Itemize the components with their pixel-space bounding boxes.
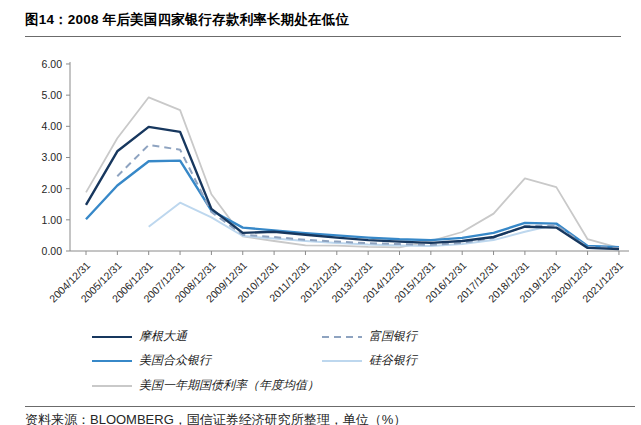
legend-label-wellsfargo: 富国银行 [369,328,417,345]
page-title: 图14：2008 年后美国四家银行存款利率长期处在低位 [25,11,625,29]
svg-text:0.00: 0.00 [42,245,63,257]
line-swatch-jpmorgan [92,336,132,338]
line-swatch-svb [322,360,362,362]
legend-item-jpmorgan: 摩根大通 [92,328,187,345]
svg-text:1.00: 1.00 [42,214,63,226]
footer-divider [25,406,635,407]
legend-label-jpmorgan: 摩根大通 [139,328,187,345]
legend-item-svb: 硅谷银行 [322,352,417,369]
line-swatch-usbancorp [92,360,132,362]
legend-item-wellsfargo: 富国银行 [322,328,417,345]
title-divider [25,36,621,37]
line-swatch-wellsfargo [322,336,362,338]
source-note: 资料来源：BLOOMBERG，国信证券经济研究所整理，单位（%） [25,411,625,425]
legend-label-usbancorp: 美国合众银行 [139,352,211,369]
deposit-rate-line-chart: 0.001.002.003.004.005.006.002004/12/3120… [0,56,641,326]
svg-text:5.00: 5.00 [42,89,63,101]
legend-label-treasury: 美国一年期国债利率（年度均值） [139,377,319,394]
legend-item-usbancorp: 美国合众银行 [92,352,211,369]
line-swatch-treasury [92,385,132,387]
svg-text:6.00: 6.00 [42,58,63,70]
legend-label-svb: 硅谷银行 [369,352,417,369]
svg-text:2.00: 2.00 [42,183,63,195]
legend-item-treasury: 美国一年期国债利率（年度均值） [92,377,319,394]
svg-text:4.00: 4.00 [42,120,63,132]
svg-text:3.00: 3.00 [42,151,63,163]
